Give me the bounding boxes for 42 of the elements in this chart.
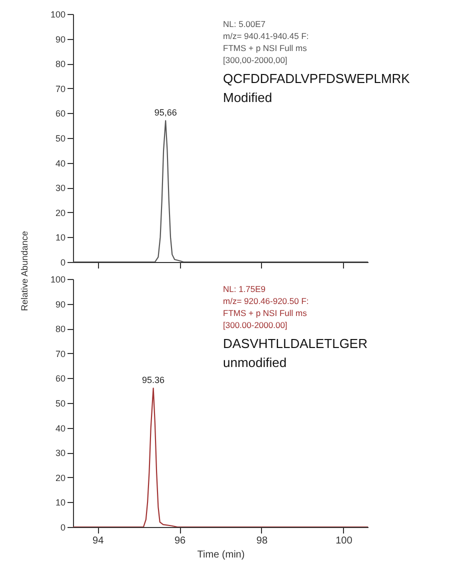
- y-tick-label: 0: [60, 258, 66, 268]
- x-tick-label: 100: [336, 536, 353, 546]
- y-tick-label: 40: [55, 423, 66, 434]
- x-tick-label: 98: [256, 536, 268, 546]
- y-tick-label: 20: [55, 208, 66, 218]
- annotation: m/z= 920.46-920.50 F:: [223, 296, 309, 306]
- y-tick-label: 80: [55, 59, 66, 70]
- annotation: DASVHTLLDALETLGER: [223, 336, 368, 351]
- y-tick-label: 90: [55, 299, 66, 310]
- y-tick-label: 60: [55, 374, 66, 384]
- y-tick-label: 30: [55, 183, 66, 194]
- annotation: 95.36: [142, 375, 165, 386]
- y-tick-label: 100: [50, 274, 66, 284]
- y-tick-label: 70: [55, 84, 66, 94]
- annotation: Modified: [223, 90, 272, 105]
- y-tick-label: 40: [55, 158, 66, 168]
- annotation: [300,00-2000,00]: [223, 55, 288, 65]
- annotation: 95,66: [154, 108, 177, 118]
- y-tick-label: 60: [55, 108, 66, 119]
- y-tick-label: 0: [60, 522, 66, 532]
- y-tick-label: 50: [55, 398, 66, 408]
- y-tick-label: 50: [55, 134, 66, 144]
- x-axis-title: Time (min): [197, 550, 245, 560]
- annotation: NL: 1.75E9: [223, 284, 266, 294]
- y-tick-label: 80: [55, 324, 66, 334]
- annotation: FTMS + p NSI Full ms: [223, 43, 307, 53]
- y-tick-label: 10: [55, 232, 66, 243]
- y-axis-title: Relative Abundance: [20, 230, 30, 312]
- x-tick-label: 94: [92, 536, 104, 546]
- y-tick-label: 10: [55, 498, 66, 508]
- annotation: NL: 5.00E7: [223, 19, 266, 29]
- y-tick-label: 70: [55, 348, 66, 359]
- annotation: QCFDDFADLVPFDSWEPLMRK: [223, 71, 410, 86]
- y-tick-label: 100: [50, 10, 66, 20]
- x-tick-label: 96: [174, 536, 186, 546]
- annotation: unmodified: [223, 355, 287, 370]
- y-tick-label: 20: [55, 472, 66, 483]
- y-tick-label: 30: [55, 448, 66, 458]
- annotation: [300.00-2000.00]: [223, 320, 288, 330]
- annotation: m/z= 940.41-940.45 F:: [223, 31, 309, 41]
- annotation: FTMS + p NSI Full ms: [223, 308, 307, 318]
- y-tick-label: 90: [55, 34, 66, 44]
